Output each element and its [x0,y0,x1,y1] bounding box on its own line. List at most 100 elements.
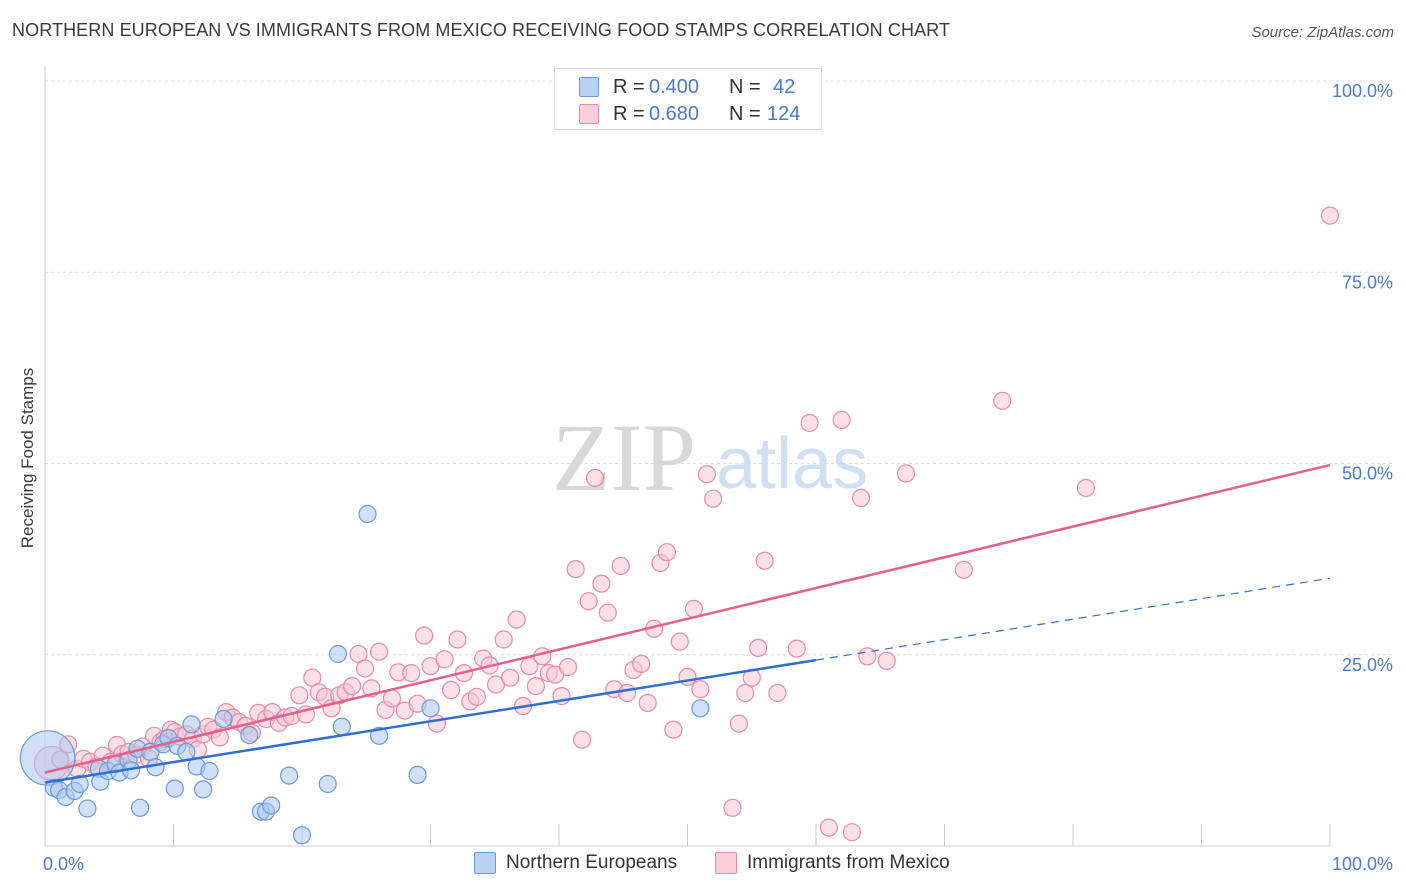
point-immigrants-from-mexico [558,657,578,677]
point-northern-europeans [292,826,312,845]
point-immigrants-from-mexico [611,556,630,576]
point-immigrants-from-mexico [877,651,896,671]
stats-row-blue: R = 0.400 N = 42 [555,73,823,101]
point-northern-europeans [182,715,201,734]
point-immigrants-from-mexico [632,654,651,674]
tick-labels: 25.0% 50.0% 75.0% 100.0% 0.0% 100.0% [43,81,1393,874]
point-immigrants-from-mexico [704,489,723,508]
point-immigrants-from-mexico [993,391,1012,410]
stats-box: R = 0.400 N = 42 R = 0.680 N = 124 [554,68,822,130]
point-immigrants-from-mexico [402,663,421,683]
point-immigrants-from-mexico [851,488,871,507]
point-northern-europeans [408,765,427,785]
point-immigrants-from-mexico [355,659,375,678]
point-immigrants-from-mexico [832,410,851,429]
data-points [19,206,1340,845]
stats-r-value: 0.680 [649,102,700,125]
point-immigrants-from-mexico [382,689,402,708]
point-immigrants-from-mexico [749,638,768,658]
point-northern-europeans [78,799,97,818]
point-immigrants-from-mexico [858,647,877,666]
source-label: Source: ZipAtlas.com [1251,24,1394,41]
stats-n-label: N = [729,75,761,98]
gridlines [45,80,1392,656]
point-immigrants-from-mexico [435,650,454,669]
point-immigrants-from-mexico [800,413,819,433]
point-immigrants-from-mexico [755,551,774,570]
legend-swatch-pink [715,852,737,874]
point-northern-europeans [70,774,89,794]
point-immigrants-from-mexico [697,465,716,484]
point-northern-europeans [146,758,165,777]
point-immigrants-from-mexico [566,559,585,579]
point-northern-europeans [200,761,219,781]
stats-n-label: N = [729,102,761,125]
point-immigrants-from-mexico [1320,206,1340,225]
legend-label: Northern Europeans [506,852,678,873]
point-immigrants-from-mexico [598,603,617,622]
watermark: ZIP atlas [552,404,868,511]
y-tick-label: 75.0% [1342,272,1393,292]
point-immigrants-from-mexico [579,592,598,611]
point-immigrants-from-mexico [657,543,677,562]
point-northern-europeans [165,779,184,798]
stats-n-value: 42 [773,75,796,98]
point-northern-europeans [19,730,76,786]
point-immigrants-from-mexico [494,630,513,649]
legend-label: Immigrants from Mexico [747,852,950,873]
chart-title: NORTHERN EUROPEAN VS IMMIGRANTS FROM MEX… [12,20,951,40]
point-immigrants-from-mexico [954,560,973,579]
legend-item-northern-europeans[interactable]: Northern Europeans [474,852,677,874]
point-immigrants-from-mexico [723,798,742,817]
point-immigrants-from-mexico [736,683,755,703]
point-immigrants-from-mexico [572,730,592,749]
stats-swatch-pink [579,104,599,124]
stats-n-value: 124 [767,102,801,125]
trend-lines [44,463,1331,784]
point-immigrants-from-mexico [415,626,434,645]
point-immigrants-from-mexico [210,728,229,747]
point-immigrants-from-mexico [670,632,689,651]
x-tick-label: 0.0% [43,854,84,874]
point-immigrants-from-mexico [678,667,697,687]
point-immigrants-from-mexico [691,680,710,699]
point-northern-europeans [328,644,348,664]
stats-r-label: R = [613,102,645,125]
point-immigrants-from-mexico [585,468,605,488]
watermark-zip: ZIP [552,404,696,511]
y-tick-label: 100.0% [1332,81,1393,101]
trend-line-immigrants-from-mexico [44,463,1331,774]
y-tick-label: 25.0% [1342,655,1393,675]
point-immigrants-from-mexico [442,680,461,700]
point-northern-europeans [194,780,213,799]
point-immigrants-from-mexico [343,676,362,696]
point-immigrants-from-mexico [787,639,806,658]
trend-line-northern-europeans [44,658,817,784]
point-immigrants-from-mexico [501,668,520,687]
point-northern-europeans [214,709,233,729]
point-northern-europeans [262,796,281,815]
point-immigrants-from-mexico [819,818,839,837]
point-immigrants-from-mexico [638,693,657,713]
watermark-atlas: atlas [716,424,868,504]
point-immigrants-from-mexico [729,714,749,733]
y-tick-label: 50.0% [1342,464,1393,484]
point-northern-europeans [131,798,150,817]
point-immigrants-from-mexico [617,683,637,703]
legend: Northern Europeans Immigrants from Mexic… [0,852,1406,878]
stats-r-value: 0.400 [649,75,700,98]
x-tick-label: 100.0% [1332,854,1393,874]
legend-item-immigrants-from-mexico[interactable]: Immigrants from Mexico [715,852,950,874]
point-immigrants-from-mexico [533,647,552,666]
stats-r-label: R = [613,75,645,98]
point-northern-europeans [318,774,337,794]
point-northern-europeans [280,766,299,785]
point-immigrants-from-mexico [290,686,309,705]
point-immigrants-from-mexico [768,683,787,703]
point-northern-europeans [358,504,377,524]
point-immigrants-from-mexico [467,687,486,706]
point-immigrants-from-mexico [448,630,467,649]
point-immigrants-from-mexico [427,714,446,733]
point-northern-europeans [240,725,259,745]
point-immigrants-from-mexico [526,676,546,696]
